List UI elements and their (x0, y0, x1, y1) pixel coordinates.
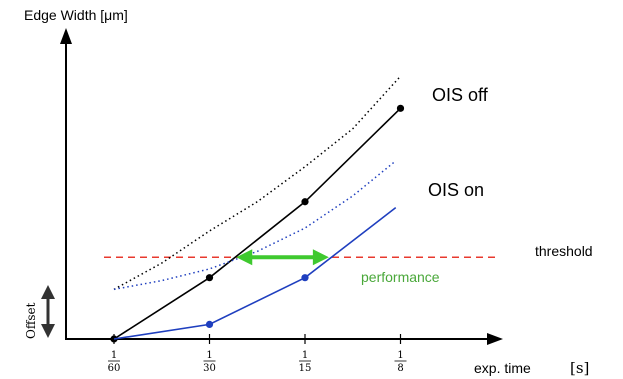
y-axis-label: Edge Width [μm] (24, 7, 128, 23)
series-layer (110, 75, 405, 343)
offset-label: Offset (24, 302, 38, 339)
series-label-ois-off: OIS off (432, 85, 489, 105)
x-tick-numerator: 1 (206, 350, 212, 361)
x-axis-unit: [s] (570, 359, 589, 377)
series-line-3 (113, 160, 397, 291)
y-axis-arrowhead (60, 28, 72, 44)
series-line-2 (113, 206, 397, 340)
series-point (205, 274, 214, 282)
offset-arrow-up (41, 285, 55, 299)
series-point (205, 320, 214, 328)
x-tick-numerator: 1 (397, 350, 403, 361)
offset-arrow-down (41, 324, 55, 338)
threshold-label: threshold (535, 243, 593, 259)
performance-arrow-left-head (236, 249, 253, 266)
series-line-0 (113, 107, 402, 340)
x-axis-arrowhead (487, 333, 503, 345)
performance-label: performance (361, 269, 440, 285)
x-axis-label: exp. time (474, 360, 531, 376)
performance-arrow-right-head (312, 249, 329, 266)
series-point (396, 104, 405, 112)
performance-arrow (236, 249, 329, 266)
x-tick-numerator: 1 (111, 350, 117, 361)
series-label-ois-on: OIS on (428, 180, 484, 200)
series-line-1 (113, 75, 402, 291)
x-tick-numerator: 1 (302, 350, 308, 361)
series-point (301, 274, 309, 282)
series-point (301, 198, 309, 206)
x-tick-denominator: 15 (299, 363, 312, 374)
x-tick-denominator: 60 (108, 363, 121, 374)
x-ticks: 1 60 1 30 1 15 1 8 (108, 334, 407, 374)
x-tick-denominator: 8 (397, 363, 403, 374)
offset-indicator: Offset (24, 285, 55, 339)
x-tick-denominator: 30 (203, 363, 216, 374)
